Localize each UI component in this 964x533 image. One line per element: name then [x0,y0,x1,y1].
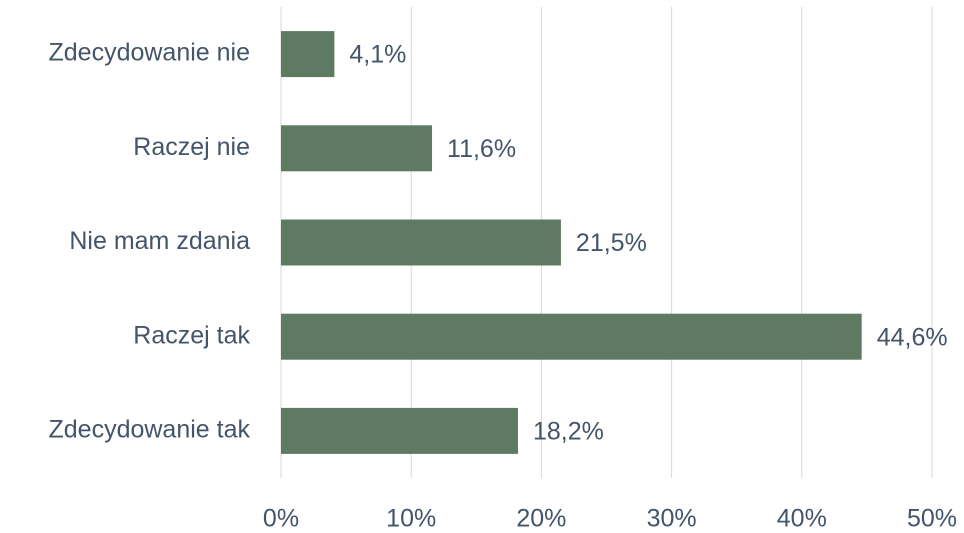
bar [281,219,561,266]
bar [281,313,862,360]
x-tick-label: 30% [647,505,697,533]
y-tick-label: Zdecydowanie tak [48,416,250,444]
x-tick-label: 40% [777,505,827,533]
x-tick-label: 0% [263,505,299,533]
bar [281,31,335,78]
y-tick-label: Raczej nie [133,133,250,161]
bar [281,125,433,172]
data-label: 11,6% [447,135,516,163]
y-tick-label: Nie mam zdania [69,227,250,255]
bar [281,407,518,454]
y-tick-label: Raczej tak [133,321,250,349]
y-tick-label: Zdecydowanie nie [48,39,250,67]
data-label: 21,5% [576,229,647,257]
data-label: 18,2% [533,418,604,446]
x-tick-label: 20% [516,505,566,533]
x-tick-label: 50% [907,505,957,533]
data-label: 44,6% [877,323,948,351]
x-tick-label: 10% [386,505,436,533]
data-label: 4,1% [349,41,406,69]
